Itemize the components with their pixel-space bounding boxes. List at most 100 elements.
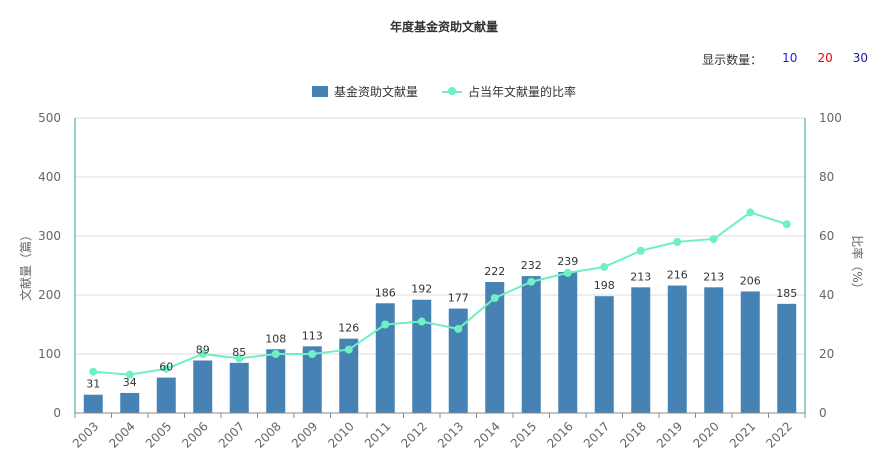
bar — [558, 271, 578, 413]
display-count-option-20[interactable]: 20 — [817, 51, 833, 65]
ratio-point — [417, 317, 426, 326]
bar-data-label: 185 — [776, 287, 797, 300]
legend-item-bar[interactable]: 基金资助文献量 — [311, 83, 418, 100]
ratio-point — [381, 320, 390, 329]
grid-lines — [75, 117, 805, 355]
bar-data-label: 85 — [232, 346, 246, 359]
x-tick-label: 2011 — [362, 419, 393, 450]
bar-data-label: 213 — [630, 270, 651, 283]
ratio-point — [746, 208, 755, 217]
ratio-point — [125, 370, 134, 379]
x-tick-label: 2016 — [544, 419, 575, 450]
bar — [412, 299, 432, 413]
y-tick-right: 40 — [819, 288, 834, 302]
bar-data-label: 186 — [375, 286, 396, 299]
x-tick-label: 2010 — [325, 419, 356, 450]
bar-data-label: 239 — [557, 255, 578, 268]
y-tick-left: 100 — [38, 347, 61, 361]
line-series — [89, 208, 791, 379]
x-tick-label: 2012 — [398, 419, 429, 450]
y-tick-right: 20 — [819, 347, 834, 361]
y-tick-right: 0 — [819, 406, 827, 420]
y-tick-left: 300 — [38, 229, 61, 243]
bar — [521, 276, 541, 413]
ratio-point — [490, 293, 499, 302]
x-tick-label: 2014 — [471, 419, 502, 450]
bar-data-label: 177 — [448, 292, 469, 305]
bar — [667, 285, 687, 413]
legend: 基金资助文献量 占当年文献量的比率 — [0, 83, 888, 100]
bar — [448, 308, 468, 413]
bar — [120, 392, 140, 413]
display-count-switch: 显示数量： 10 20 30 — [702, 51, 868, 68]
ratio-point — [454, 324, 463, 333]
legend-bar-swatch — [311, 86, 328, 97]
y-tick-right: 80 — [819, 170, 834, 184]
ratio-point — [198, 350, 207, 358]
x-tick-label: 2020 — [690, 419, 721, 450]
ratio-point — [563, 268, 572, 277]
bar — [704, 287, 724, 413]
bar — [266, 349, 286, 413]
ratio-point — [600, 262, 609, 271]
y-tick-left: 0 — [53, 406, 61, 420]
bar-data-label: 31 — [86, 378, 100, 391]
display-count-label: 显示数量： — [702, 53, 763, 67]
y-tick-left: 400 — [38, 170, 61, 184]
bar-data-label: 60 — [159, 361, 173, 374]
legend-item-line[interactable]: 占当年文献量的比率 — [442, 83, 576, 100]
display-count-option-30[interactable]: 30 — [852, 51, 868, 65]
bar — [83, 394, 103, 413]
bar-data-label: 198 — [594, 279, 615, 292]
x-tick-label: 2004 — [106, 419, 137, 450]
y-axis-title-right: 比率（%） — [850, 235, 865, 294]
chart-title: 年度基金资助文献量 — [389, 20, 498, 34]
x-tick-label: 2008 — [252, 419, 283, 450]
y-tick-right: 100 — [819, 111, 842, 125]
bar — [156, 377, 176, 413]
bar — [375, 303, 395, 413]
legend-line-swatch — [442, 86, 462, 97]
x-tick-label: 2005 — [143, 419, 174, 450]
bar — [594, 296, 614, 413]
x-tick-label: 2017 — [581, 419, 612, 450]
x-tick-label: 2019 — [654, 419, 685, 450]
bar — [339, 338, 359, 413]
y-tick-left: 200 — [38, 288, 61, 302]
bar — [631, 287, 651, 413]
ratio-point — [308, 350, 317, 358]
legend-line-label: 占当年文献量的比率 — [468, 85, 577, 99]
display-count-option-10[interactable]: 10 — [782, 51, 798, 65]
x-tick-label: 2021 — [727, 419, 758, 450]
ratio-point — [89, 367, 98, 376]
bar — [302, 346, 322, 413]
bar-data-label: 113 — [302, 329, 323, 342]
y-tick-right: 60 — [819, 229, 834, 243]
bar — [485, 282, 505, 413]
ratio-point — [673, 237, 682, 246]
bar-data-label: 192 — [411, 283, 432, 296]
ratio-line — [93, 211, 788, 376]
bar-data-label: 213 — [703, 270, 724, 283]
x-tick-label: 2013 — [435, 419, 466, 450]
bar-data-label: 108 — [265, 332, 286, 345]
bar-series — [83, 271, 797, 413]
bar-data-label: 126 — [338, 322, 359, 335]
ratio-point — [235, 354, 244, 363]
bar — [193, 360, 213, 413]
x-tick-label: 2006 — [179, 419, 210, 450]
x-tick-label: 2009 — [289, 419, 320, 450]
x-tick-label: 2003 — [70, 419, 101, 450]
ratio-point — [344, 345, 353, 354]
bar-data-label: 89 — [196, 343, 210, 356]
bar-data-label: 222 — [484, 265, 505, 278]
x-tick-label: 2022 — [763, 419, 794, 450]
ratio-point — [636, 246, 645, 255]
bar — [229, 362, 249, 413]
bar-data-label: 232 — [521, 259, 542, 272]
ratio-point — [709, 234, 718, 243]
bar-data-label: 216 — [667, 269, 688, 282]
ratio-point — [527, 277, 536, 286]
ratio-point — [782, 220, 791, 229]
